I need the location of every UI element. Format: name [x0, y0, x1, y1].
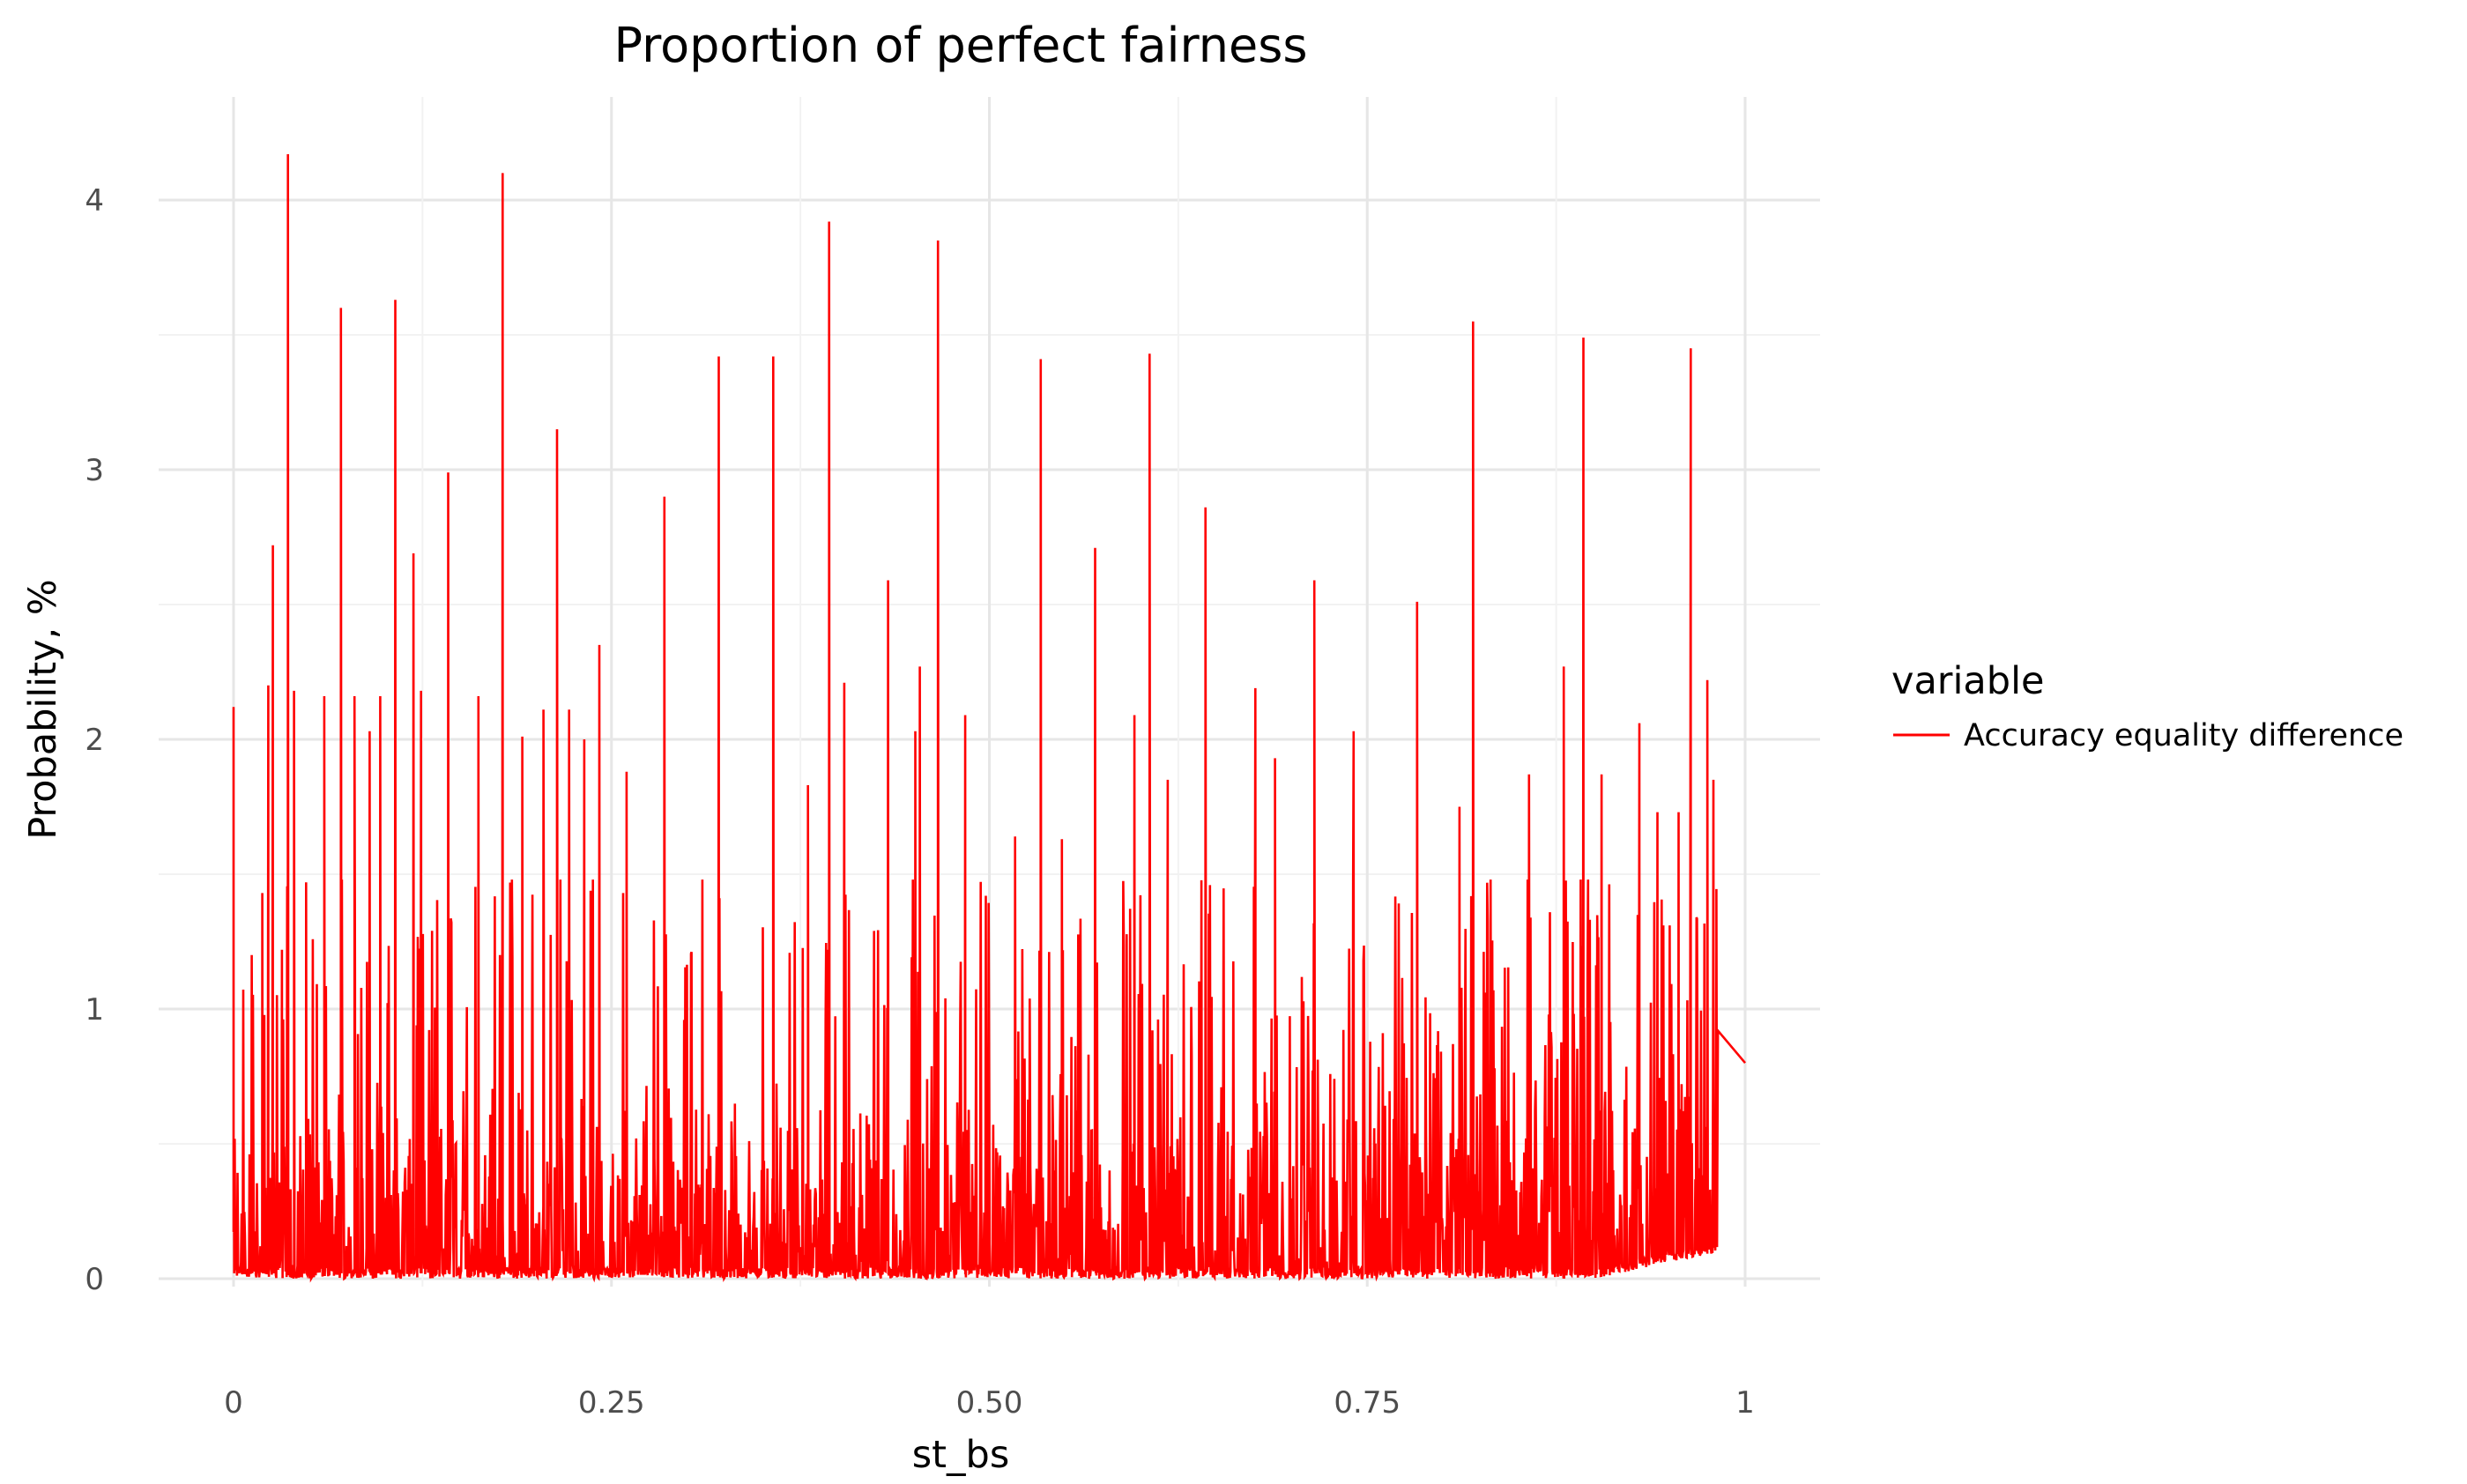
y-tick-label: 3 [85, 453, 104, 488]
legend: variable Accuracy equality difference [1891, 659, 2404, 753]
legend-label: Accuracy equality difference [1964, 718, 2404, 753]
x-tick-label: 1 [1735, 1385, 1755, 1421]
x-axis-title: st_bs [912, 1433, 1009, 1477]
x-tick-label: 0.25 [578, 1385, 645, 1421]
y-tick-label: 1 [85, 992, 104, 1028]
series-line-accuracy-equality-difference [232, 153, 1746, 1283]
y-axis-ticks: 0 1 2 3 4 [85, 183, 104, 1297]
series-layer [232, 153, 1746, 1283]
y-tick-label: 2 [85, 723, 104, 758]
y-tick-label: 0 [85, 1262, 104, 1297]
y-tick-label: 4 [85, 183, 104, 219]
chart-title: Proportion of perfect fairness [613, 18, 1307, 73]
y-axis-title: Probability, % [21, 579, 65, 840]
legend-title: variable [1891, 659, 2044, 703]
x-tick-label: 0.50 [956, 1385, 1023, 1421]
x-tick-label: 0 [224, 1385, 243, 1421]
grid [159, 97, 1820, 1287]
x-tick-label: 0.75 [1334, 1385, 1401, 1421]
x-axis-ticks: 0 0.25 0.50 0.75 1 [224, 1385, 1755, 1421]
